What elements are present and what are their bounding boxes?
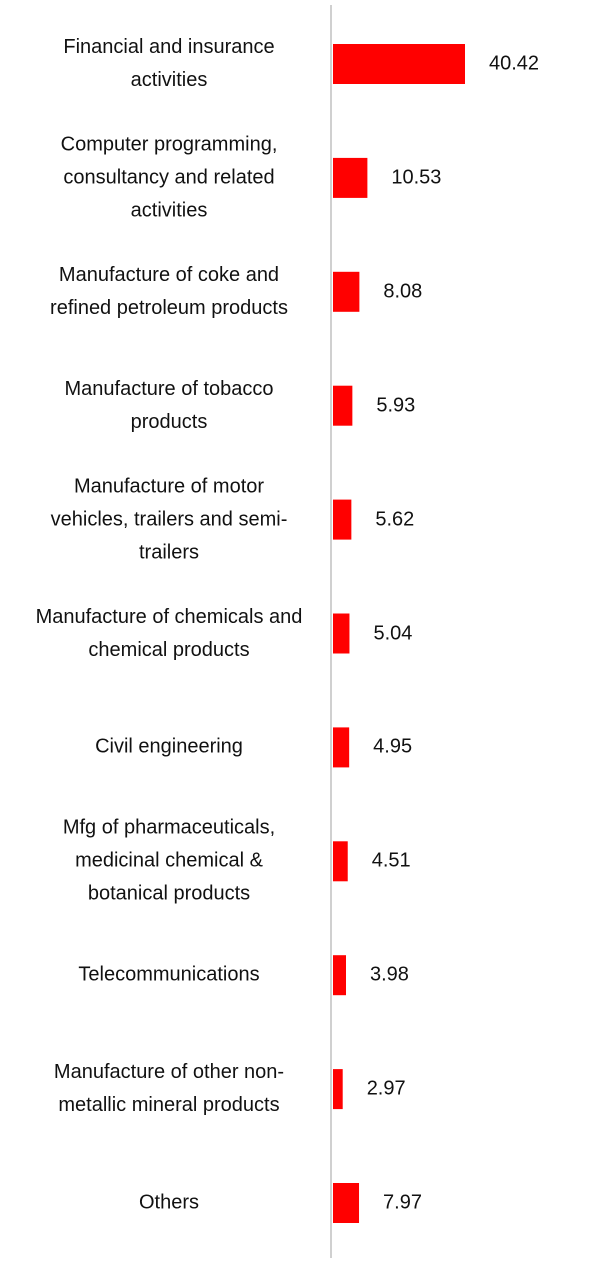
value-label: 3.98 [369,963,409,986]
bar [333,1183,360,1223]
value-label: 10.53 [391,166,442,189]
bar [333,727,350,768]
category-label: Manufacture of coke and refined petroleu… [24,259,314,325]
category-text: Civil engineering [95,735,243,758]
category-label: Computer programming, consultancy and re… [24,128,314,227]
category-label: Telecommunications [24,959,314,992]
bar [333,613,350,654]
value-label: 8.08 [383,280,423,303]
category-label: Manufacture of motor vehicles, trailers … [24,470,314,569]
category-text: Financial and insurance activities [63,36,275,91]
category-text: Others [138,1191,200,1214]
category-label: Others [24,1187,314,1220]
bar [333,955,346,996]
category-text: Manufacture of chemicals and chemical pr… [35,605,303,661]
category-text: Computer programming, consultancy and re… [60,133,278,222]
bar [333,1069,343,1110]
category-label: Manufacture of chemicals and chemical pr… [24,601,314,667]
bar [333,271,360,312]
value-label: 40.42 [489,52,540,75]
value-label: 4.51 [371,849,411,872]
bar [333,157,368,198]
bar [333,841,348,882]
value-label: 5.04 [373,622,413,644]
category-text: Mfg of pharmaceuticals, medicinal chemic… [62,816,276,905]
value-label: 5.93 [376,394,416,417]
value-label: 5.62 [375,508,415,531]
category-text: Manufacture of motor vehicles, trailers … [50,475,288,564]
value-label: 2.97 [366,1077,406,1100]
category-text: Manufacture of tobacco products [64,377,274,433]
category-label: Manufacture of tobacco products [24,373,314,439]
bar [333,44,465,84]
category-label: Manufacture of other non-metallic minera… [24,1056,314,1122]
category-label: Mfg of pharmaceuticals, medicinal chemic… [24,812,314,911]
value-label: 7.97 [383,1191,422,1214]
category-text: Manufacture of coke and refined petroleu… [50,263,288,319]
category-label: Civil engineering [24,731,314,764]
category-text: Manufacture of other non-metallic minera… [53,1061,285,1117]
bar [333,385,353,426]
category-label: Financial and insurance activities [24,31,314,97]
category-text: Telecommunications [78,963,260,986]
bar [333,499,352,540]
value-label: 4.95 [373,735,413,758]
